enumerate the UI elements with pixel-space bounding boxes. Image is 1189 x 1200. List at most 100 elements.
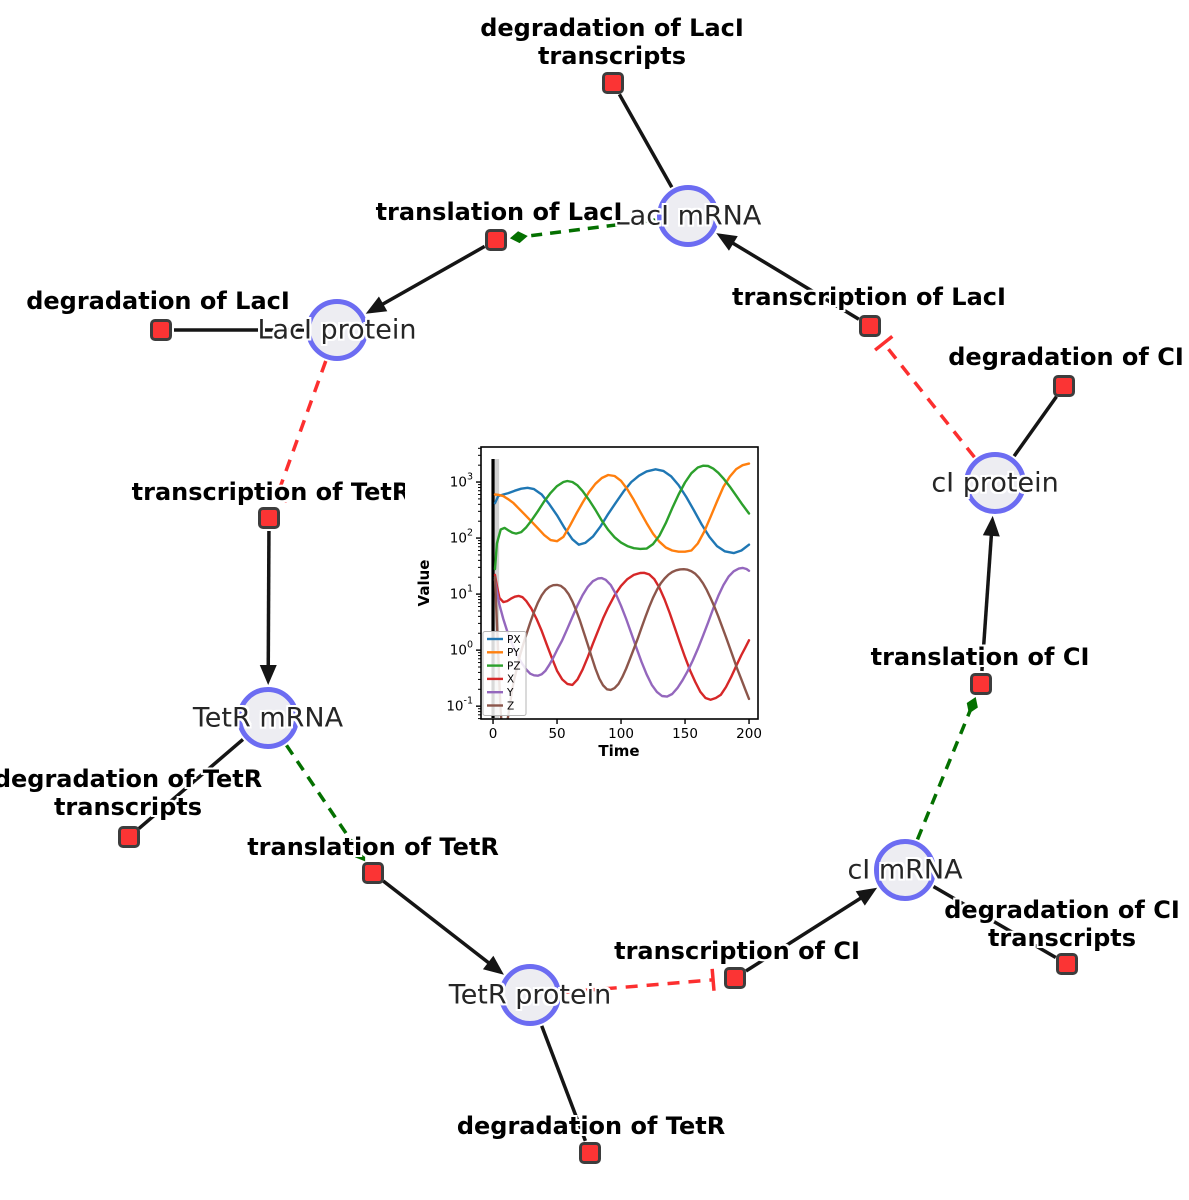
reaction-node-deg_tetr [579,1142,601,1164]
species-node-tetr_mrna [237,687,299,749]
edge-production-transl_laci-laci_protein-arrowhead-icon [365,296,388,314]
species-label-laci_mrna: LacI mRNA [614,200,762,232]
edge-production-tx_tetr-tetr_mrna-arrowhead-icon [259,664,277,686]
chart-axes-box [480,446,759,720]
reaction-label-line: transcription of LacI [732,283,1006,311]
reaction-label-deg_laci: degradation of LacI [26,287,290,315]
legend-label-PZ: PZ [507,660,521,672]
chart-x-tick-label: 50 [548,726,565,742]
species-label-laci_protein: LacI protein [257,314,417,346]
edge-modifier-laci_mrna-transl_laci [523,218,656,239]
species-node-laci_protein [306,299,368,361]
legend-label-Z: Z [507,700,514,712]
chart-x-tick-label: 0 [489,726,498,742]
chart-background [405,415,815,785]
reaction-node-deg_ci [1053,375,1075,397]
edge-inhibition-tetr_protein-tx_ci [562,978,714,995]
reaction-label-line: translation of LacI [375,198,623,226]
chart-series-PZ [493,464,751,571]
legend-label-PY: PY [507,647,520,659]
edge-production-transl_ci-ci_protein [980,530,994,672]
edge-production-transl_ci-ci_protein-arrowhead-icon [982,515,1000,537]
reaction-node-transl_tetr [362,862,384,884]
reaction-label-line: transcripts [53,793,203,821]
reaction-label-tx_ci: transcription of CI [614,937,860,965]
edge-consumption-ci_mrna-deg_ci_tx [932,885,1057,959]
reaction-node-deg_laci_tx [602,72,624,94]
edge-consumption-tetr_protein-deg_tetr [540,1025,588,1142]
reaction-label-line: degradation of TetR [456,1112,726,1140]
reaction-label-deg_ci: degradation of CI [948,343,1184,371]
edge-production-transl_tetr-tetr_protein [382,879,494,967]
reaction-node-tx_tetr [258,507,280,529]
reaction-label-deg_ci_tx: degradation of CI transcripts [944,896,1180,952]
reaction-label-tx_tetr: transcription of TetR [132,478,411,506]
species-label-ci_protein: cI protein [931,467,1059,499]
species-label-ci_mrna: cI mRNA [847,854,963,886]
chart-x-tick-label: 100 [608,726,634,742]
chart-x-tick-label: 200 [736,726,762,742]
reaction-node-transl_ci [970,673,992,695]
chart-y-axis-label: Value [415,560,433,607]
reaction-node-deg_laci [150,319,172,341]
edge-production-tx_ci-ci_mrna-arrowhead-icon [855,887,878,906]
reaction-label-deg_laci_tx: degradation of LacI transcripts [480,14,744,70]
reaction-label-line: degradation of TetR [0,765,263,793]
edge-inhibition-ci_protein-tx_laci [882,342,976,459]
reaction-label-line: transcription of CI [614,937,860,965]
edge-production-transl_laci-laci_protein [377,244,486,308]
chart-x-tick-label: 150 [672,726,698,742]
reaction-label-deg_tetr: degradation of TetR [457,1112,725,1140]
species-node-tetr_protein [499,964,561,1026]
species-node-laci_mrna [657,185,719,247]
legend-label-X: X [507,674,514,686]
species-label-tetr_mrna: TetR mRNA [192,702,344,734]
edge-modifier-tetr_mrna-transl_tetr [285,744,359,851]
edge-production-transl_tetr-tetr_protein-arrowhead-icon [482,955,504,975]
edge-production-tx_tetr-tetr_mrna [266,530,271,671]
reaction-node-transl_laci [485,229,507,251]
edge-modifier-laci_mrna-transl_laci-diamond-icon [509,231,528,244]
edge-production-tx_laci-laci_mrna-arrowhead-icon [716,233,738,251]
edge-modifier-tetr_mrna-transl_tetr-diamond-icon [355,846,366,862]
reaction-label-line: degradation of LacI [26,287,290,315]
species-label-tetr_protein: TetR protein [448,979,612,1011]
chart-series-PX [493,468,751,555]
edge-production-tx_ci-ci_mrna [745,894,866,973]
reaction-label-line: degradation of CI [948,343,1184,371]
edge-modifier-ci_mrna-transl_ci-diamond-icon [966,696,978,714]
reaction-label-line: transcription of TetR [131,478,411,506]
chart-series-Y [493,566,751,698]
edge-inhibition-laci_protein-tx_tetr-tbar-icon [265,491,288,503]
reaction-label-line: degradation of LacI [480,14,744,42]
edge-inhibition-tetr_protein-tx_ci-tbar-icon [710,968,716,991]
reaction-label-line: degradation of CI [944,896,1180,924]
reaction-node-tx_ci [724,967,746,989]
reaction-node-deg_tetr_tx [118,826,140,848]
edge-consumption-ci_protein-deg_ci [1012,395,1058,458]
reaction-label-transl_ci: translation of CI [871,643,1090,671]
inset-chart: 0 50 100 150 200 10-1 100 101 102 103 PX PY PZ X Y Z Ti… [405,415,815,785]
reaction-label-line: translation of CI [870,643,1090,671]
reaction-node-tx_laci [859,315,881,337]
reaction-label-line: translation of TetR [247,833,499,861]
species-node-ci_protein [964,452,1026,514]
reaction-label-transl_laci: translation of LacI [376,198,623,226]
legend-label-PX: PX [507,634,521,646]
edge-consumption-tetr_mrna-deg_tetr_tx [137,738,245,830]
edge-inhibition-ci_protein-tx_laci-tbar-icon [874,334,894,352]
edge-modifier-ci_mrna-transl_ci [915,709,973,841]
reaction-label-tx_laci: transcription of LacI [732,283,1006,311]
edge-production-tx_laci-laci_mrna [728,239,860,321]
reaction-node-deg_ci_tx [1056,953,1078,975]
edge-inhibition-laci_protein-tx_tetr [274,360,328,498]
species-node-ci_mrna [874,839,936,901]
reaction-label-line: transcripts [537,42,687,70]
chart-x-axis-label: Time [598,742,639,760]
chart-series-X [493,571,751,701]
